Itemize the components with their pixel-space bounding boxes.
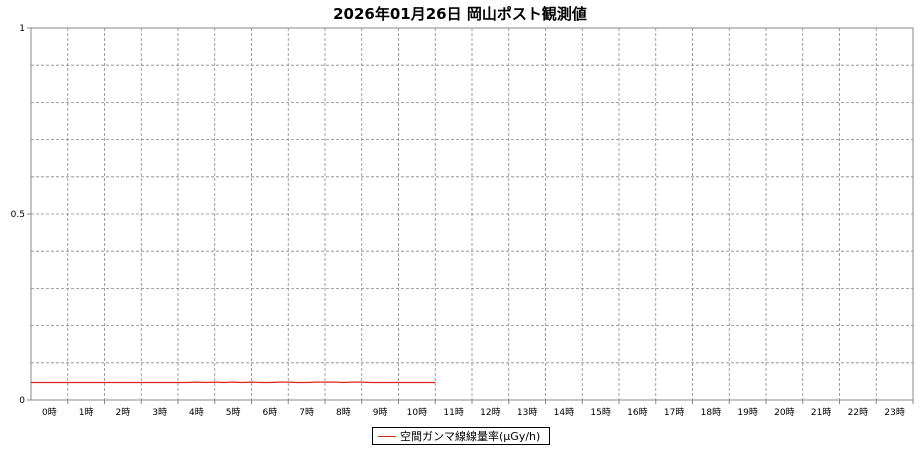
x-tick-label: 20時	[774, 407, 794, 418]
x-tick-label: 14時	[554, 407, 574, 418]
chart-title: 2026年01月26日 岡山ポスト観測値	[333, 5, 587, 23]
x-tick-label: 22時	[848, 407, 868, 418]
x-tick-label: 23時	[884, 407, 904, 418]
legend: 空間ガンマ線線量率(μGy/h)	[372, 427, 550, 445]
y-tick-label: 0	[19, 396, 25, 406]
x-tick-label: 2時	[116, 407, 131, 418]
legend-swatch	[378, 435, 396, 437]
x-tick-label: 17時	[664, 407, 684, 418]
x-tick-label: 15時	[590, 407, 610, 418]
x-tick-label: 18時	[701, 407, 721, 418]
x-tick-label: 5時	[226, 407, 241, 418]
x-tick-label: 9時	[373, 407, 388, 418]
x-tick-label: 3時	[152, 407, 167, 418]
y-tick-label: 1	[19, 24, 25, 34]
x-tick-label: 7時	[299, 407, 314, 418]
x-tick-label: 0時	[42, 407, 57, 418]
x-tick-label: 11時	[443, 407, 463, 418]
y-tick-label: 0.5	[11, 210, 25, 220]
x-tick-label: 10時	[407, 407, 427, 418]
x-tick-label: 6時	[263, 407, 278, 418]
x-tick-label: 8時	[336, 407, 351, 418]
x-tick-label: 13時	[517, 407, 537, 418]
x-tick-label: 1時	[79, 407, 94, 418]
legend-label: 空間ガンマ線線量率(μGy/h)	[400, 430, 541, 443]
x-tick-label: 12時	[480, 407, 500, 418]
x-tick-label: 21時	[811, 407, 831, 418]
x-tick-label: 16時	[627, 407, 647, 418]
x-tick-label: 4時	[189, 407, 204, 418]
x-tick-label: 19時	[737, 407, 757, 418]
